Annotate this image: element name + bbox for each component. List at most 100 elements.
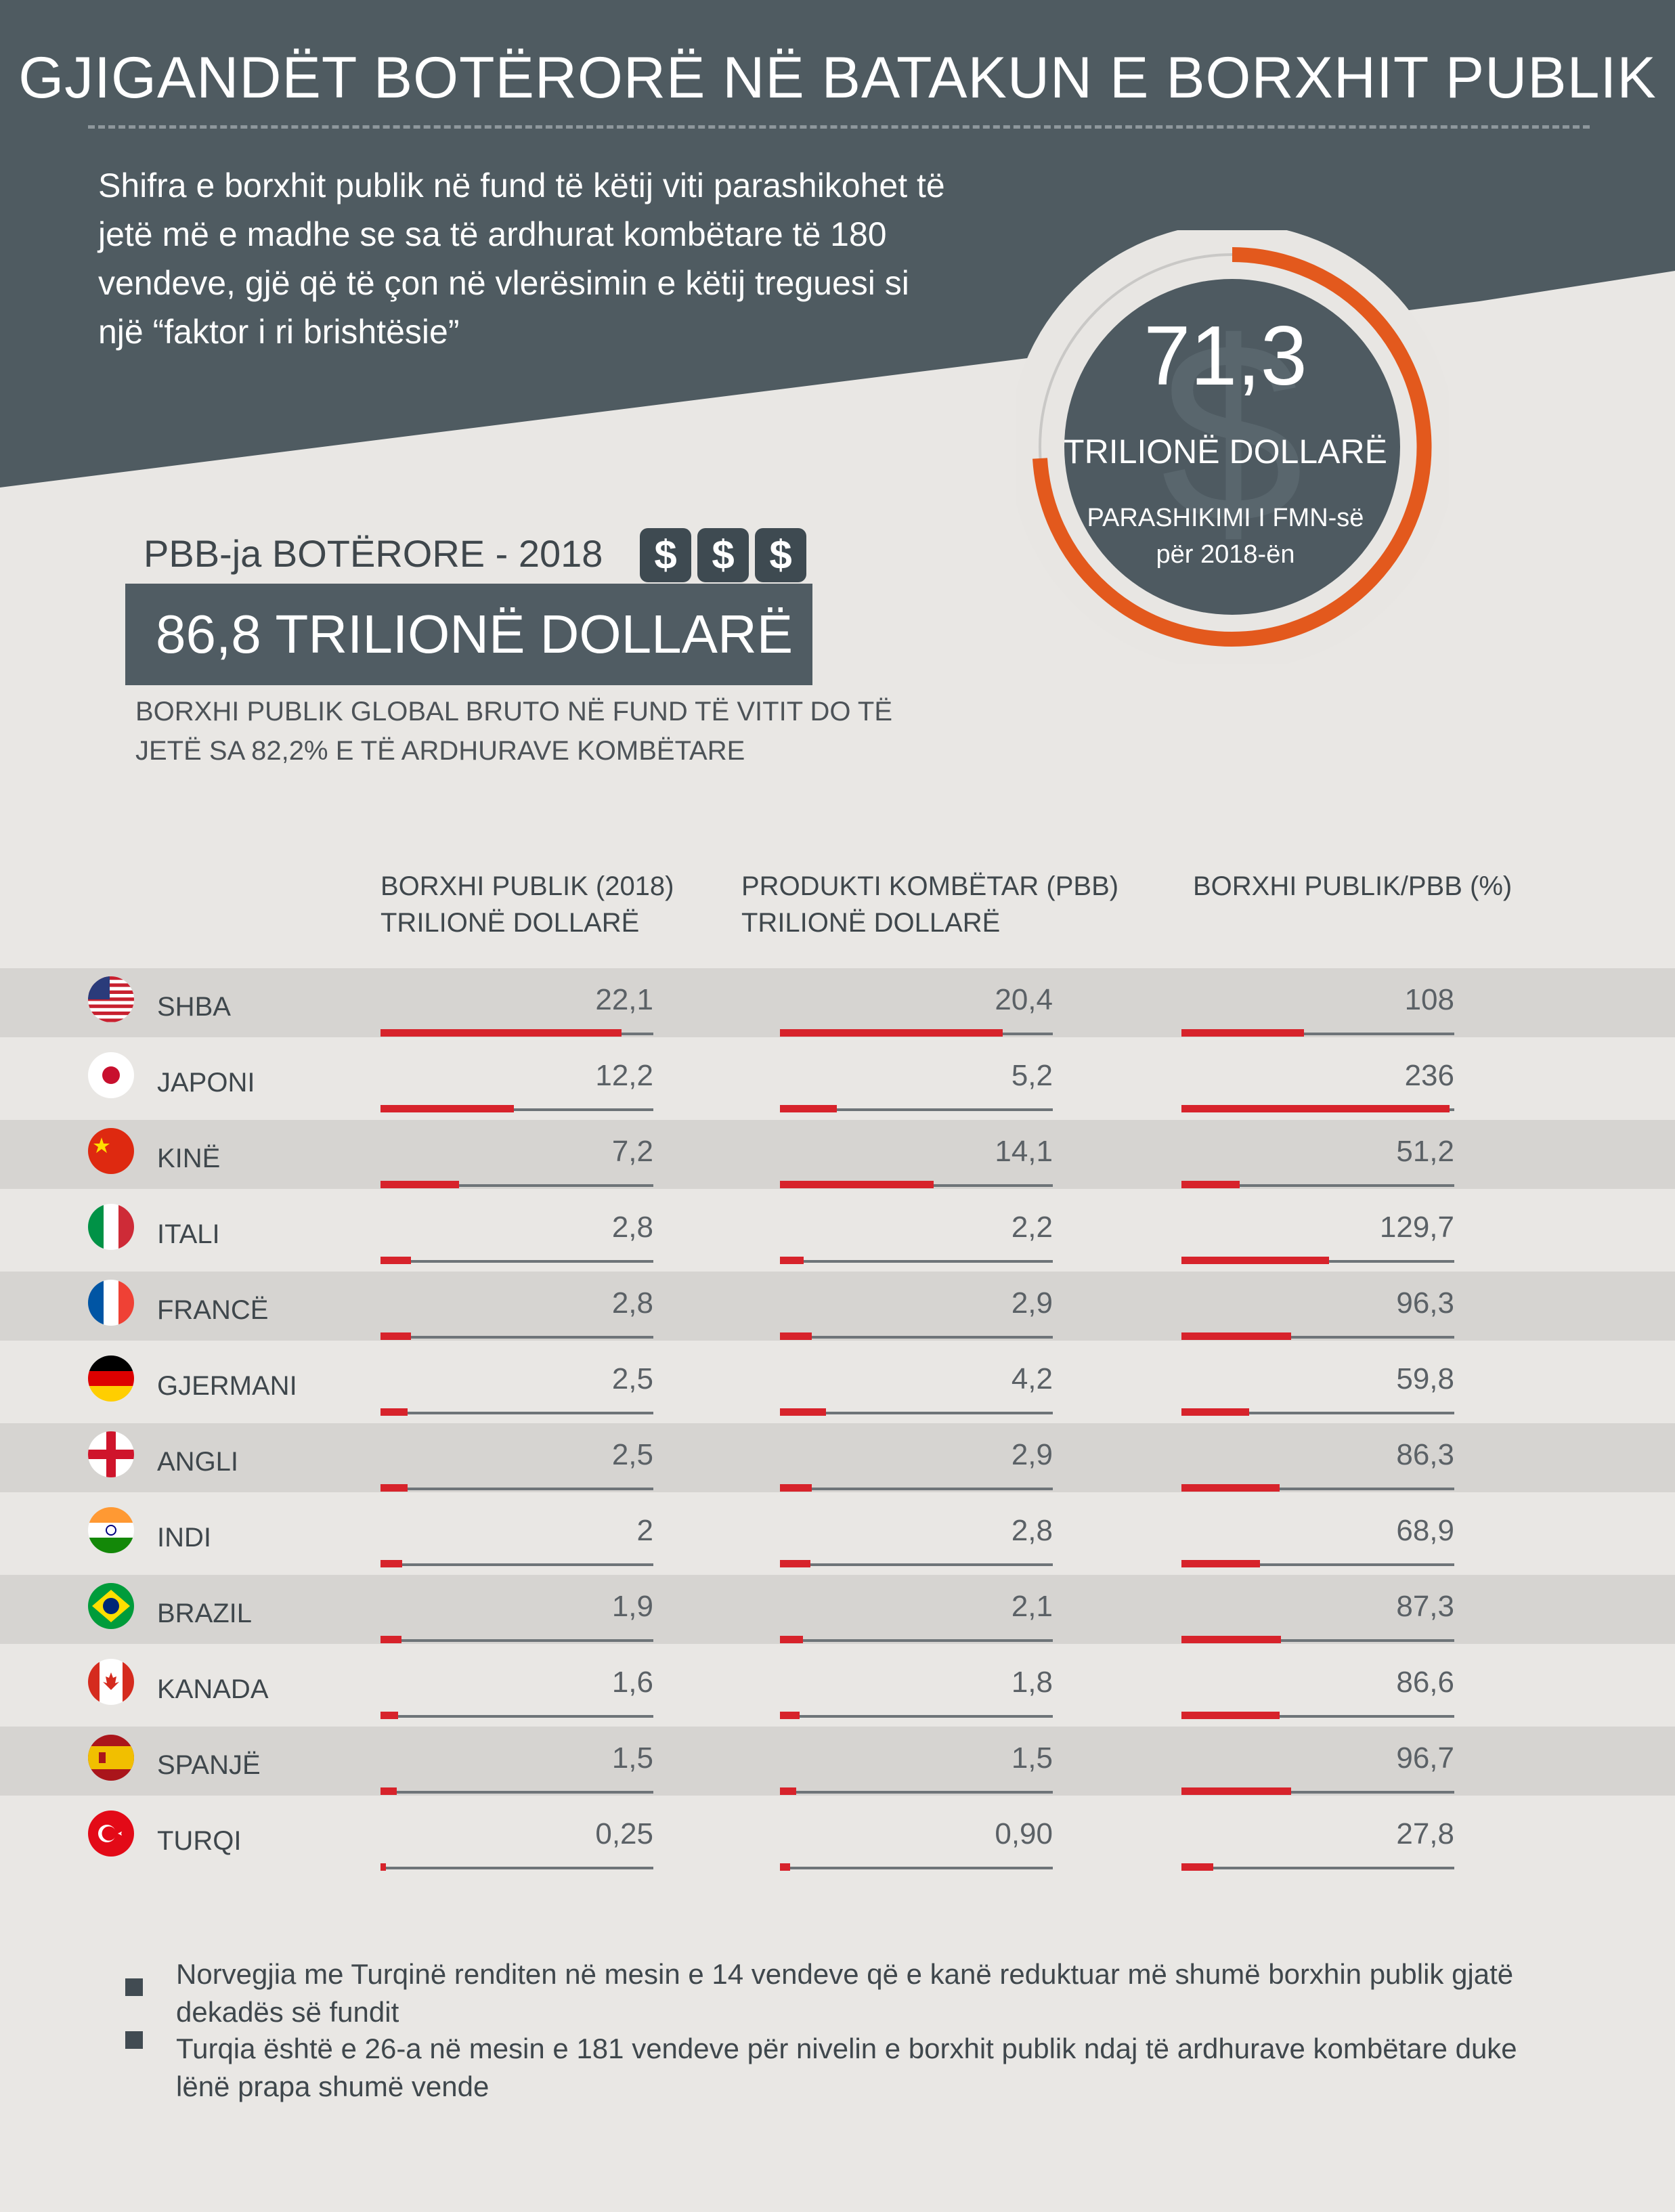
dollar-watermark-icon: $ [1160,288,1303,576]
world-gdp-note: BORXHI PUBLIK GLOBAL BRUTO NË FUND TË VI… [135,697,893,766]
bar-ratio [1181,1105,1450,1112]
value-label-ratio: 108 [1404,983,1454,1016]
country-label: ITALI [157,1219,220,1249]
bar-gdp [780,1636,803,1643]
country-label: KINË [157,1144,221,1173]
bar-debt [380,1408,408,1416]
header-background [0,0,1675,487]
bar-baseline [380,1336,653,1339]
bar-debt [380,1181,460,1188]
value-label-debt: 7,2 [611,1135,653,1168]
bar-baseline [1181,1336,1454,1339]
value-label-ratio: 96,3 [1396,1286,1454,1320]
value-label-gdp: 20,4 [995,983,1053,1016]
bar-baseline [380,1184,653,1187]
india-flag-icon [88,1507,134,1553]
bar-baseline [1181,1867,1454,1869]
bar-baseline [380,1791,653,1794]
value-label-gdp: 4,2 [1011,1362,1053,1395]
dollar-icon: $ [755,528,806,582]
italy-flag-icon [88,1204,134,1250]
canada-flag-icon [88,1659,134,1705]
bullet-icon [125,2031,143,2049]
bar-gdp [780,1029,1003,1037]
value-label-debt: 2,5 [611,1362,653,1395]
bar-debt [380,1863,386,1871]
country-label: GJERMANI [157,1371,297,1401]
bar-gdp [780,1257,804,1264]
bar-baseline [1181,1412,1454,1414]
value-label-ratio: 129,7 [1379,1211,1454,1244]
bar-gdp [780,1712,800,1719]
bar-baseline [1181,1639,1454,1642]
bar-baseline [780,1412,1053,1414]
country-label: KANADA [157,1674,269,1704]
value-label-ratio: 87,3 [1396,1590,1454,1623]
bar-baseline [780,1639,1053,1642]
value-label-ratio: 86,3 [1396,1438,1454,1471]
value-label-ratio: 51,2 [1396,1135,1454,1168]
bar-debt [380,1332,412,1340]
country-label: JAPONI [157,1068,255,1098]
country-label: INDI [157,1523,211,1553]
bar-debt [380,1712,398,1719]
bar-gdp [780,1408,826,1416]
value-label-debt: 22,1 [595,983,653,1016]
france-flag-icon [88,1280,134,1326]
bar-debt [380,1484,408,1492]
japan-flag-icon [88,1052,134,1098]
value-label-gdp: 2,9 [1011,1286,1053,1320]
debt-forecast-note: PARASHIKIMI I FMN-së për 2018-ën [1087,504,1364,569]
bar-baseline [1181,1791,1454,1794]
value-label-debt: 1,9 [611,1590,653,1623]
table-row-band [0,1727,1675,1796]
bar-ratio [1181,1181,1240,1188]
bar-baseline [380,1488,653,1490]
value-label-ratio: 68,9 [1396,1514,1454,1547]
bar-debt [380,1636,401,1643]
world-gdp-label: PBB-ja BOTËRORE - 2018 [144,532,603,575]
bar-ratio [1181,1332,1291,1340]
table-row-band [0,968,1675,1037]
table-row-band [0,1423,1675,1492]
bar-ratio [1181,1560,1260,1567]
value-label-ratio: 27,8 [1396,1817,1454,1850]
bar-baseline [780,1791,1053,1794]
value-label-ratio: 59,8 [1396,1362,1454,1395]
bar-debt [380,1560,403,1567]
page-title: GJIGANDËT BOTËRORË NË BATAKUN E BORXHIT … [18,45,1657,110]
bar-ratio [1181,1408,1250,1416]
bar-baseline [1181,1033,1454,1035]
table-row-band [0,1575,1675,1644]
value-label-debt: 2 [636,1514,653,1547]
bar-baseline [780,1867,1053,1869]
gauge-arc [1032,247,1432,647]
bar-debt [380,1787,397,1795]
bar-gdp [780,1181,934,1188]
value-label-debt: 0,25 [595,1817,653,1850]
bar-baseline [780,1715,1053,1718]
brazil-flag-icon [88,1583,134,1629]
bar-baseline [1181,1184,1454,1187]
value-label-ratio: 96,7 [1396,1741,1454,1775]
value-label-gdp: 0,90 [995,1817,1053,1850]
country-label: BRAZIL [157,1599,253,1628]
debt-gauge: $ [1016,230,1449,664]
bar-gdp [780,1863,790,1871]
intro-text: Shifra e borxhit publik në fund të këtij… [98,167,945,351]
table-row-band [0,1120,1675,1189]
bar-baseline [380,1867,653,1869]
bar-baseline [380,1260,653,1263]
bar-baseline [780,1563,1053,1566]
bar-ratio [1181,1636,1281,1643]
note-text: Norvegjia me Turqinë renditen në mesin e… [176,1958,1514,2028]
bar-ratio [1181,1787,1292,1795]
bar-baseline [380,1639,653,1642]
bar-gdp [780,1787,797,1795]
value-label-debt: 1,5 [611,1741,653,1775]
bar-baseline [1181,1563,1454,1566]
value-label-gdp: 1,5 [1011,1741,1053,1775]
value-label-gdp: 2,2 [1011,1211,1053,1244]
value-label-ratio: 236 [1404,1059,1454,1092]
value-label-debt: 2,5 [611,1438,653,1471]
